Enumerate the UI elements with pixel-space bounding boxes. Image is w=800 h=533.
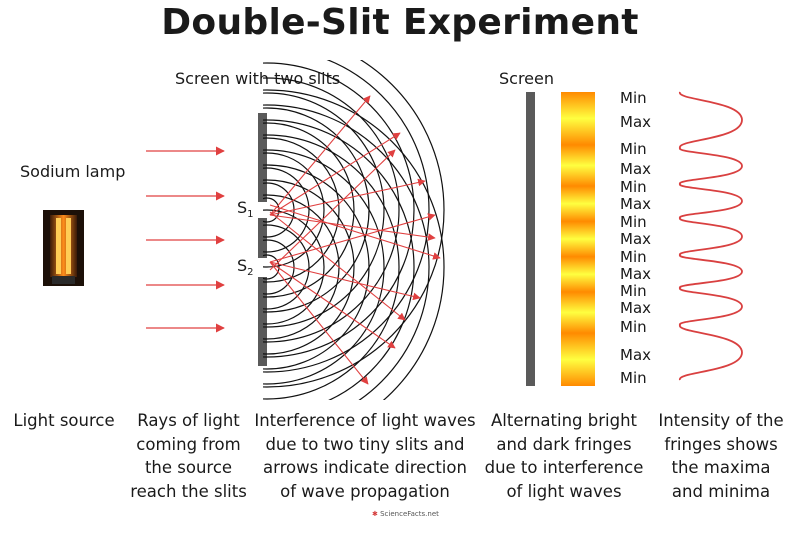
- caption-line: arrows indicate direction: [263, 458, 467, 477]
- caption-line: and minima: [671, 481, 771, 501]
- caption-light-source: Light source: [0, 409, 128, 433]
- fringe-label-min: Min: [620, 140, 647, 158]
- propagation-arrows: [269, 95, 441, 385]
- fringe-label-min: Min: [620, 89, 647, 107]
- caption-line: Rays of light: [137, 411, 240, 430]
- wavefront-arc: [263, 254, 280, 280]
- fringe-label-min: Min: [620, 282, 647, 300]
- wavefront-arc: [263, 77, 400, 343]
- wavefront-arc: [263, 122, 355, 298]
- observation-screen: [526, 92, 535, 386]
- intensity-curve: [679, 91, 743, 381]
- wavefront-arc: [263, 197, 280, 223]
- wavefront-arc: [263, 89, 445, 400]
- caption-line: Light source: [13, 411, 115, 430]
- fringe-label-max: Max: [620, 265, 652, 283]
- fringe-label-min: Min: [620, 369, 647, 387]
- caption-rays: Rays of light coming from the source reach …: [126, 409, 251, 503]
- propagation-arrow: [269, 214, 436, 241]
- wavefront-arc: [263, 164, 370, 370]
- caption-fringes: Alternating bright and dark fringes due to…: [484, 409, 644, 503]
- fringe-label-min: Min: [620, 178, 647, 196]
- caption-line: fringes shows: [664, 434, 778, 454]
- sciencefacts-logo: ✱ ScienceFacts.net: [372, 510, 439, 518]
- wavefront-arc: [263, 92, 385, 328]
- propagation-arrow: [269, 132, 401, 216]
- caption-line: the source: [144, 458, 233, 477]
- slit-s2-label: S2: [237, 256, 254, 279]
- incoming-rays: [146, 146, 225, 333]
- caption-line: and dark fringes: [496, 434, 632, 454]
- wavefront-arc: [263, 137, 340, 283]
- caption-line: the maxima: [671, 458, 771, 477]
- propagation-arrow: [269, 178, 426, 216]
- fringe-label-max: Max: [620, 160, 652, 178]
- propagation-arrow: [269, 261, 369, 385]
- caption-line: Alternating bright: [490, 411, 638, 430]
- caption-line: of wave propagation: [280, 481, 450, 501]
- caption-line: Interference of light waves: [254, 411, 476, 430]
- fringe-label-max: Max: [620, 346, 652, 364]
- wavefront-arc: [263, 60, 430, 373]
- caption-line: coming from: [136, 434, 241, 454]
- propagation-arrow: [269, 261, 421, 301]
- propagation-arrow: [269, 261, 396, 349]
- caption-line: due to two tiny slits and: [265, 434, 465, 454]
- slits-screen-label: Screen with two slits: [175, 69, 341, 88]
- fringe-label-min: Min: [620, 248, 647, 266]
- caption-interference: Interference of light waves due to two ti…: [252, 409, 478, 503]
- screen-label: Screen: [499, 69, 555, 88]
- slit-screen: [258, 113, 267, 366]
- wavefront-arc: [263, 149, 385, 385]
- slit-s1-label: S1: [237, 198, 254, 221]
- wavefront-arc: [263, 179, 355, 355]
- caption-line: due to interference: [484, 458, 644, 477]
- wavefront-arc: [263, 104, 430, 400]
- wavefront-arc: [263, 152, 325, 268]
- sodium-lamp-label: Sodium lamp: [20, 162, 126, 181]
- caption-line: of light waves: [506, 481, 622, 501]
- fringe-label-min: Min: [620, 318, 647, 336]
- wavefront-arc: [263, 119, 415, 400]
- wavefront-arc: [263, 239, 295, 295]
- propagation-arrow: [269, 95, 371, 216]
- fringe-label-max: Max: [620, 299, 652, 317]
- wavefront-arc: [263, 62, 415, 358]
- fringe-label-max: Max: [620, 195, 652, 213]
- caption-line: reach the slits: [130, 481, 247, 501]
- page-title: Double-Slit Experiment: [161, 2, 639, 43]
- fringe-label-min: Min: [620, 213, 647, 231]
- wavefront-arc: [263, 224, 310, 310]
- caption-intensity: Intensity of the fringes shows the maxima a…: [644, 409, 798, 503]
- fringe-label-max: Max: [620, 113, 652, 131]
- caption-line: Intensity of the: [658, 411, 784, 430]
- wavefront-arc: [263, 209, 325, 325]
- propagation-arrow: [269, 211, 406, 321]
- propagation-arrow: [269, 149, 396, 271]
- wavefront-arc: [263, 167, 310, 253]
- fringe-label-max: Max: [620, 230, 652, 248]
- wavefront-arc: [263, 60, 445, 388]
- fringe-pattern: [561, 92, 595, 386]
- propagation-arrow: [269, 213, 436, 263]
- sodium-lamp-image: [43, 210, 84, 286]
- wavefront-arc: [263, 134, 400, 400]
- propagation-arrow: [269, 204, 441, 260]
